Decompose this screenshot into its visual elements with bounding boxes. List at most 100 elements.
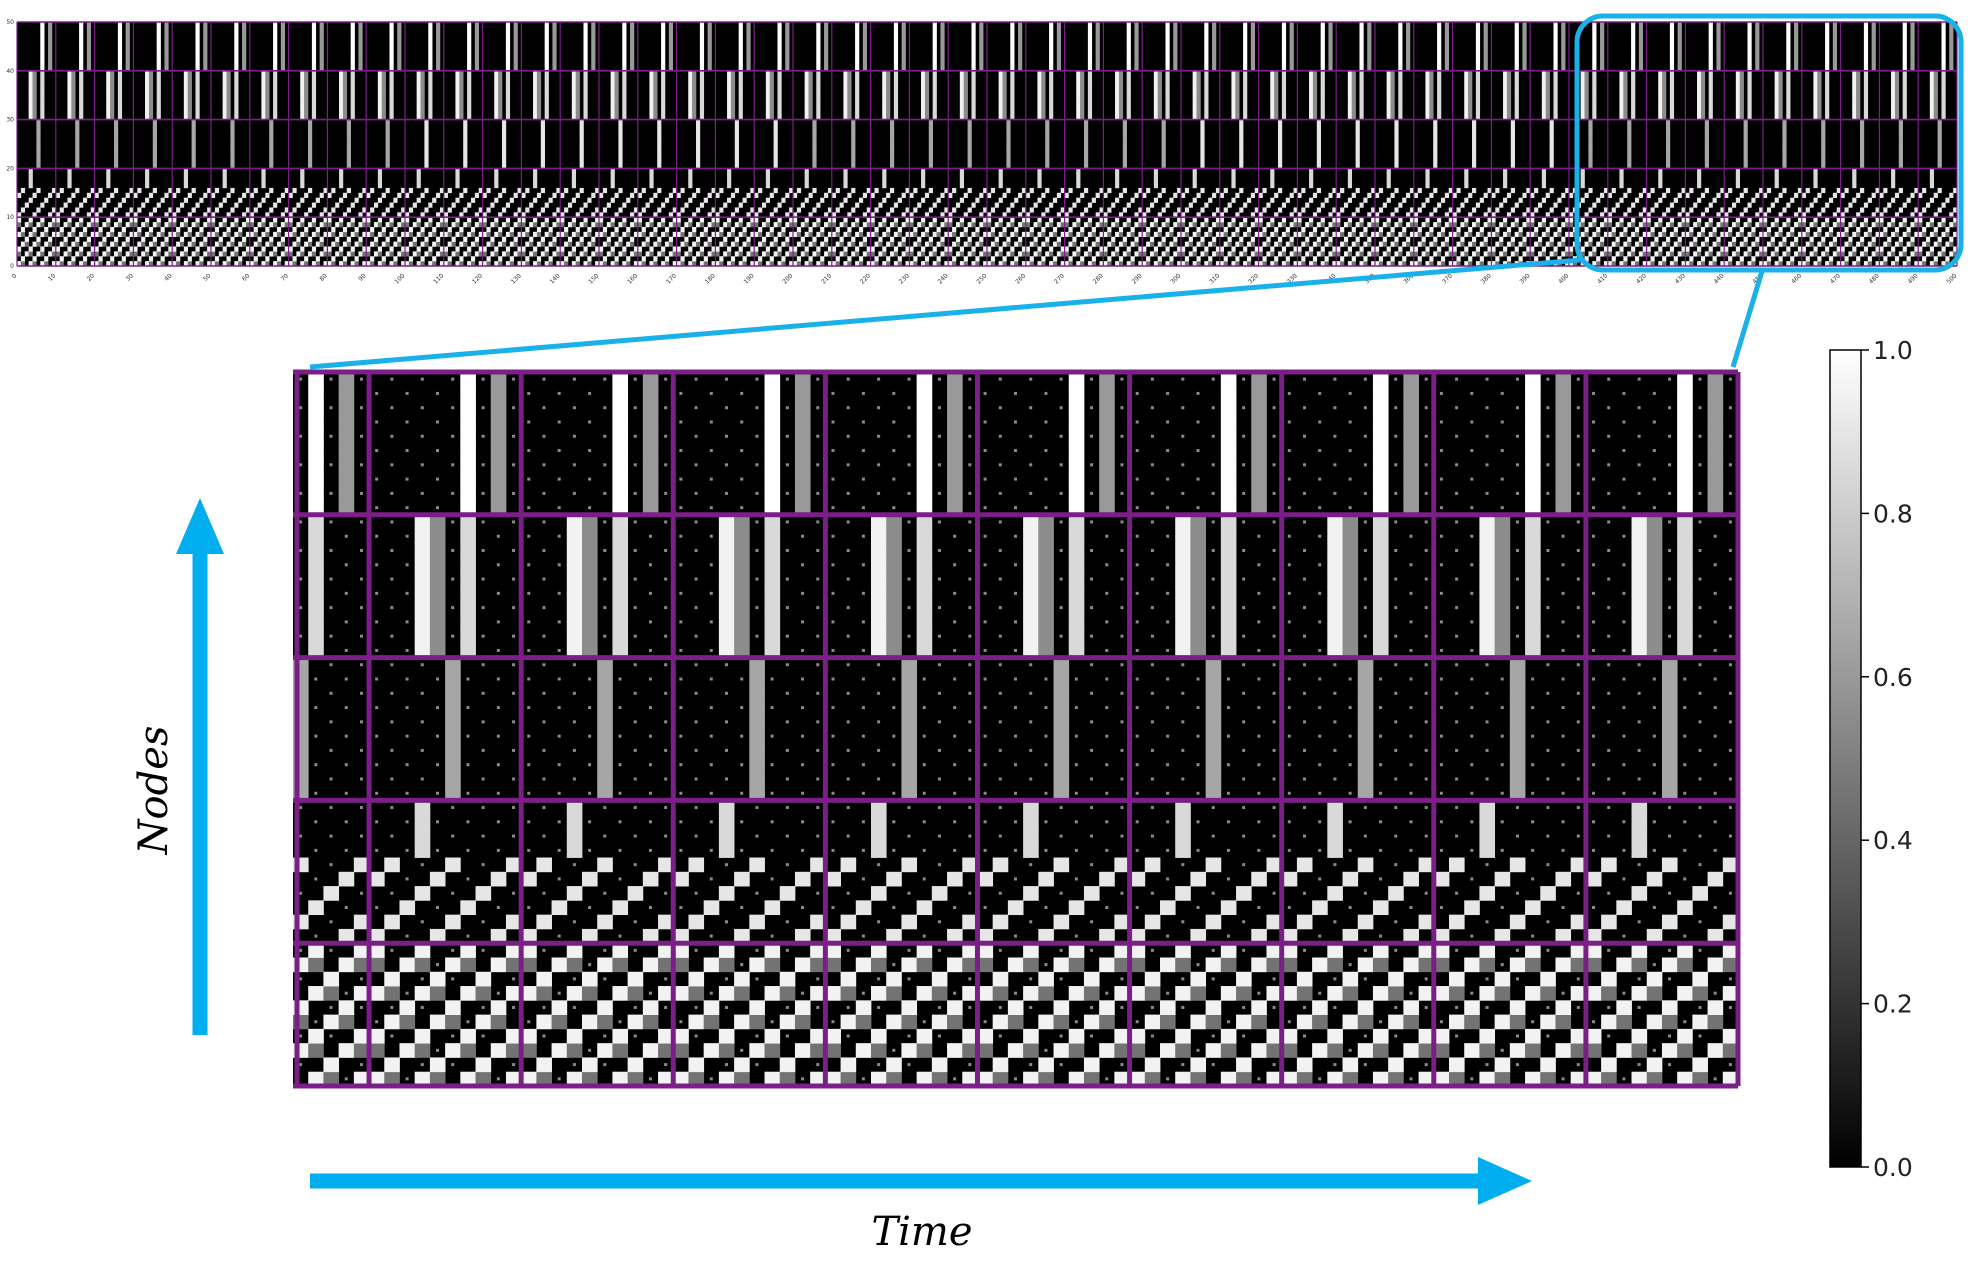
overview-cell (1444, 56, 1450, 62)
overview-cell (1309, 80, 1314, 86)
overview-cell (203, 51, 208, 57)
overview-cell (1320, 36, 1325, 42)
overview-cell (688, 231, 693, 238)
overview-cell (311, 80, 317, 86)
overview-cell (269, 236, 274, 242)
overview-cell (1243, 100, 1248, 106)
overview-cell (1126, 90, 1131, 96)
overview-cell (843, 197, 848, 203)
overview-cell (746, 46, 751, 52)
overview-cell (148, 80, 154, 86)
overview-cell (1320, 31, 1325, 37)
overview-cell (342, 80, 348, 86)
overview-cell (730, 85, 736, 91)
overview-cell (1386, 197, 1391, 203)
overview-cell (1192, 261, 1197, 267)
overview-cell (1359, 100, 1364, 106)
overview-cell (319, 251, 324, 257)
overview-cell (936, 256, 941, 262)
overview-cell (544, 90, 549, 96)
overview-cell (847, 114, 852, 120)
overview-cell (583, 261, 588, 267)
overview-cell (424, 241, 429, 247)
overview-cell (55, 217, 60, 223)
overview-cell (587, 197, 592, 203)
overview-cell (579, 236, 584, 242)
overview-cell (599, 212, 604, 218)
overview-cell (455, 261, 460, 267)
overview-cell (952, 261, 957, 267)
overview-cell (1231, 80, 1236, 86)
overview-cell (505, 61, 511, 67)
overview-cell (1212, 22, 1217, 28)
overview-cell (1018, 36, 1023, 42)
overview-cell (505, 217, 511, 223)
overview-cell (618, 163, 623, 169)
overview-cell (1316, 163, 1321, 169)
overview-cell (505, 222, 511, 228)
overview-cell (1196, 104, 1201, 111)
overview-cell (1157, 261, 1162, 267)
overview-cell (75, 187, 80, 194)
overview-cell (567, 236, 573, 242)
overview-cell (304, 100, 309, 106)
overview-cell (187, 70, 192, 76)
overview-cell (24, 222, 29, 228)
overview-cell (145, 90, 150, 96)
overview-cell (377, 251, 383, 257)
overview-cell (494, 183, 499, 189)
overview-cell (1146, 261, 1151, 267)
overview-cell (1359, 56, 1364, 62)
overview-cell (796, 187, 802, 194)
overview-cell (847, 70, 852, 76)
overview-cell (804, 197, 809, 203)
overview-cell (179, 251, 185, 257)
overview-cell (1025, 222, 1030, 228)
overview-cell (1347, 251, 1353, 257)
overview-cell (428, 261, 433, 267)
overview-cell (261, 183, 266, 189)
overview-cell (20, 241, 26, 247)
overview-cell (226, 95, 231, 101)
overview-cell (1409, 217, 1415, 223)
overview-cell (1289, 61, 1294, 67)
overview-cell (110, 85, 115, 91)
overview-cell (715, 217, 720, 223)
overview-cell (148, 212, 154, 218)
overview-cell (1235, 100, 1240, 106)
overview-cell (1250, 236, 1256, 242)
overview-cell (234, 65, 239, 72)
overview-cell (1041, 109, 1046, 116)
overview-cell (164, 65, 169, 72)
overview-cell (886, 114, 891, 120)
overview-cell (928, 124, 933, 130)
overview-cell (1312, 80, 1318, 86)
overview-cell (1010, 80, 1015, 86)
overview-cell (1425, 231, 1430, 238)
overview-cell (230, 148, 235, 155)
overview-cell (1390, 256, 1395, 262)
overview-cell (1223, 207, 1228, 213)
overview-cell (890, 134, 895, 140)
overview-cell (1045, 134, 1050, 140)
overview-cell (1002, 231, 1007, 238)
overview-cell (428, 217, 433, 223)
overview-cell (688, 222, 693, 228)
overview-cell (1025, 192, 1030, 198)
overview-cell (467, 114, 472, 120)
overview-cell (696, 148, 701, 155)
overview-cell (890, 139, 895, 145)
overview-cell (893, 109, 899, 116)
overview-cell (214, 231, 220, 238)
overview-cell (1475, 22, 1481, 28)
overview-cell (385, 158, 390, 164)
overview-cell (156, 217, 161, 223)
overview-cell (1200, 251, 1205, 257)
overview-cell (746, 22, 751, 28)
overview-cell (886, 104, 891, 111)
overview-cell (575, 256, 580, 262)
overview-cell (1173, 56, 1178, 62)
overview-cell (944, 207, 949, 213)
overview-cell (117, 246, 123, 252)
overview-cell (156, 114, 161, 120)
